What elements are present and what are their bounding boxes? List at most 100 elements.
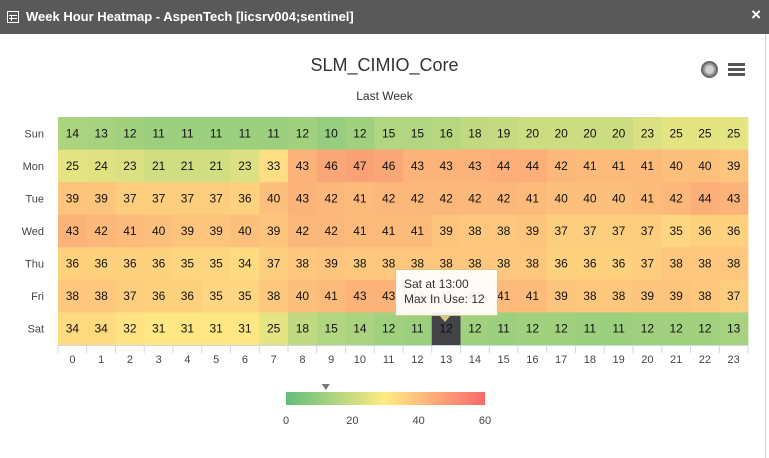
heatmap-cell[interactable] [345, 149, 375, 183]
heatmap-cell[interactable] [661, 182, 691, 216]
heatmap-cell[interactable] [288, 214, 318, 248]
heatmap-cell[interactable] [288, 182, 318, 216]
heatmap-cell[interactable] [173, 182, 203, 216]
heatmap-cell[interactable] [633, 312, 663, 346]
heatmap-cell[interactable] [690, 117, 720, 150]
heatmap-cell[interactable] [690, 182, 720, 216]
heatmap-cell[interactable] [259, 149, 289, 183]
heatmap-cell[interactable] [489, 214, 519, 248]
heatmap-cell[interactable] [288, 149, 318, 183]
heatmap-cell[interactable] [690, 214, 720, 248]
heatmap-cell[interactable] [690, 247, 720, 281]
heatmap-cell[interactable] [230, 214, 260, 248]
heatmap-cell[interactable] [86, 247, 116, 281]
heatmap-cell[interactable] [546, 312, 576, 346]
heatmap-cell[interactable] [518, 182, 548, 216]
heatmap-cell[interactable] [230, 247, 260, 281]
heatmap-cell[interactable] [633, 214, 663, 248]
heatmap-cell[interactable] [259, 279, 289, 313]
heatmap-cell[interactable] [518, 149, 548, 183]
heatmap-cell[interactable] [115, 247, 145, 281]
heatmap-cell[interactable] [259, 247, 289, 281]
heatmap-cell[interactable] [575, 182, 605, 216]
heatmap-cell[interactable] [144, 214, 174, 248]
heatmap-cell[interactable] [719, 182, 749, 216]
heatmap-cell[interactable] [546, 247, 576, 281]
heatmap-cell[interactable] [288, 312, 318, 346]
heatmap-cell[interactable] [58, 279, 88, 313]
heatmap-cell[interactable] [403, 214, 433, 248]
heatmap-cell[interactable] [546, 117, 576, 150]
heatmap-cell[interactable] [259, 214, 289, 248]
heatmap-cell[interactable] [316, 214, 346, 248]
heatmap-cell[interactable] [288, 117, 318, 150]
heatmap-cell[interactable] [316, 279, 346, 313]
heatmap-cell[interactable] [518, 117, 548, 150]
heatmap-cell[interactable] [201, 182, 231, 216]
heatmap-cell[interactable] [173, 247, 203, 281]
heatmap-cell[interactable] [345, 182, 375, 216]
heatmap-cell[interactable] [86, 214, 116, 248]
heatmap-cell[interactable] [604, 149, 634, 183]
close-icon[interactable]: × [751, 5, 761, 24]
heatmap-cell[interactable] [173, 214, 203, 248]
circle-icon[interactable] [701, 61, 718, 78]
heatmap-cell[interactable] [633, 279, 663, 313]
heatmap-cell[interactable] [316, 247, 346, 281]
heatmap-cell[interactable] [604, 117, 634, 150]
heatmap-cell[interactable] [604, 279, 634, 313]
heatmap-cell[interactable] [144, 117, 174, 150]
heatmap-cell[interactable] [431, 182, 461, 216]
heatmap-cell[interactable] [345, 214, 375, 248]
heatmap-cell[interactable] [115, 214, 145, 248]
heatmap-cell[interactable] [403, 117, 433, 150]
heatmap-cell[interactable] [518, 312, 548, 346]
heatmap-cell[interactable] [86, 117, 116, 150]
heatmap-cell[interactable] [173, 149, 203, 183]
heatmap-cell[interactable] [460, 312, 490, 346]
heatmap-cell[interactable] [259, 182, 289, 216]
heatmap-cell[interactable] [719, 117, 749, 150]
heatmap-cell[interactable] [345, 247, 375, 281]
heatmap-cell[interactable] [86, 312, 116, 346]
heatmap-cell[interactable] [201, 247, 231, 281]
hamburger-menu-icon[interactable] [728, 63, 745, 76]
heatmap-cell[interactable] [288, 279, 318, 313]
heatmap-cell[interactable] [489, 312, 519, 346]
heatmap-cell[interactable] [489, 149, 519, 183]
heatmap-cell[interactable] [546, 182, 576, 216]
heatmap-cell[interactable] [546, 214, 576, 248]
heatmap-cell[interactable] [58, 117, 88, 150]
heatmap-cell[interactable] [345, 117, 375, 150]
heatmap-cell[interactable] [460, 182, 490, 216]
heatmap-cell[interactable] [115, 149, 145, 183]
heatmap-cell[interactable] [460, 149, 490, 183]
heatmap-cell[interactable] [575, 247, 605, 281]
heatmap-cell[interactable] [288, 247, 318, 281]
heatmap-cell[interactable] [374, 182, 404, 216]
heatmap-cell[interactable] [575, 214, 605, 248]
heatmap-cell[interactable] [661, 149, 691, 183]
heatmap-cell[interactable] [374, 312, 404, 346]
heatmap-cell[interactable] [144, 247, 174, 281]
heatmap-cell[interactable] [460, 214, 490, 248]
heatmap-cell[interactable] [259, 117, 289, 150]
heatmap-cell[interactable] [115, 279, 145, 313]
heatmap-cell[interactable] [489, 182, 519, 216]
heatmap-cell[interactable] [546, 279, 576, 313]
heatmap-cell[interactable] [575, 279, 605, 313]
heatmap-cell[interactable] [661, 312, 691, 346]
heatmap-cell[interactable] [316, 182, 346, 216]
heatmap-cell[interactable] [690, 312, 720, 346]
heatmap-cell[interactable] [230, 182, 260, 216]
heatmap-cell[interactable] [201, 279, 231, 313]
heatmap-cell[interactable] [144, 149, 174, 183]
heatmap-cell[interactable] [604, 214, 634, 248]
heatmap-cell[interactable] [144, 312, 174, 346]
heatmap-cell[interactable] [575, 149, 605, 183]
heatmap-cell[interactable] [633, 149, 663, 183]
heatmap-cell[interactable] [173, 312, 203, 346]
heatmap-cell[interactable] [661, 117, 691, 150]
heatmap-cell[interactable] [431, 214, 461, 248]
heatmap-cell[interactable] [604, 182, 634, 216]
